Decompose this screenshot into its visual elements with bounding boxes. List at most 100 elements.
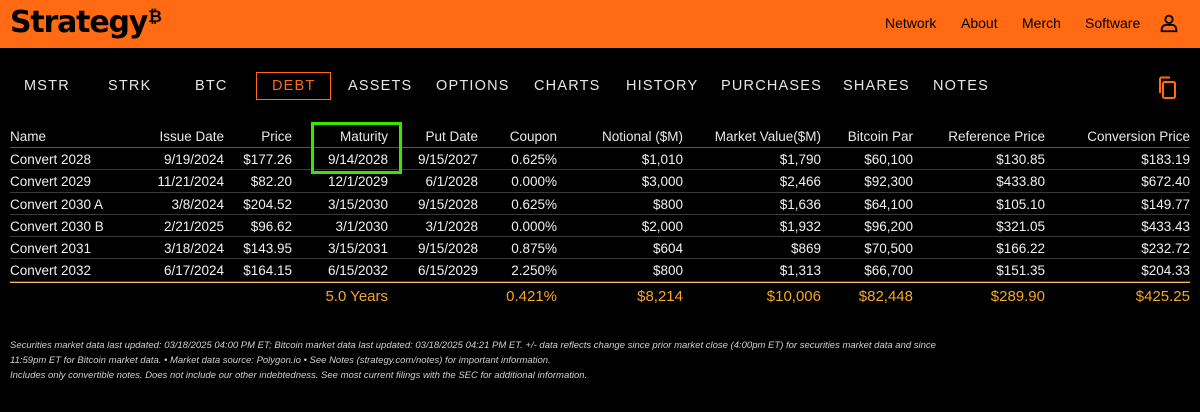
tab-charts[interactable]: CHARTS <box>534 78 601 94</box>
cell-put-date: 9/15/2027 <box>417 152 478 167</box>
user-account-icon[interactable] <box>1158 12 1180 34</box>
cell-bitcoin-par: $64,100 <box>864 196 913 212</box>
tab-strk[interactable]: STRK <box>108 78 152 94</box>
tab-options[interactable]: OPTIONS <box>436 78 510 94</box>
footnotes: Securities market data last updated: 03/… <box>10 338 1110 383</box>
cell-price: $164.15 <box>243 263 292 279</box>
top-bar: Strategy₿ Network About Merch Software <box>0 0 1200 48</box>
cell-notional: $2,000 <box>641 218 683 234</box>
maturity-highlight-box <box>311 122 402 174</box>
tab-mstr[interactable]: MSTR <box>24 78 70 94</box>
tab-history[interactable]: HISTORY <box>626 78 699 94</box>
column-header-price[interactable]: Price <box>261 129 292 144</box>
cell-price: $82.20 <box>250 174 292 190</box>
column-header-maturity[interactable]: Maturity <box>339 129 388 144</box>
footnote-line: Includes only convertible notes. Does no… <box>10 370 588 381</box>
column-header-put-date[interactable]: Put Date <box>425 129 478 144</box>
cell-issue-date: 3/8/2024 <box>171 196 224 212</box>
column-header-reference-price[interactable]: Reference Price <box>948 129 1045 144</box>
tab-shares[interactable]: SHARES <box>843 78 910 94</box>
cell-market-value: $1,790 <box>779 152 821 167</box>
cell-coupon: 0.000% <box>511 218 557 234</box>
cell-put-date: 9/15/2028 <box>417 196 478 212</box>
cell-put-date: 6/1/2028 <box>425 174 478 190</box>
cell-name: Convert 2031 <box>10 241 92 257</box>
cell-notional: $3,000 <box>641 174 683 190</box>
footnote-line: Securities market data last updated: 03/… <box>10 340 936 351</box>
total-market-value: $10,006 <box>766 287 821 305</box>
total-coupon: 0.421% <box>506 287 557 305</box>
cell-notional: $604 <box>652 241 683 257</box>
column-header-bitcoin-par[interactable]: Bitcoin Par <box>847 129 913 144</box>
column-header-notional[interactable]: Notional ($M) <box>601 129 683 144</box>
cell-coupon: 0.000% <box>511 174 557 190</box>
cell-reference-price: $130.85 <box>996 152 1045 167</box>
tab-btc[interactable]: BTC <box>195 78 228 94</box>
cell-reference-price: $105.10 <box>996 196 1045 212</box>
nav-network[interactable]: Network <box>885 15 937 31</box>
cell-issue-date: 3/18/2024 <box>163 241 224 257</box>
cell-price: $143.95 <box>243 241 292 257</box>
column-header-conversion-price[interactable]: Conversion Price <box>1087 129 1190 144</box>
column-header-coupon[interactable]: Coupon <box>509 129 557 144</box>
cell-notional: $800 <box>652 196 683 212</box>
nav-merch[interactable]: Merch <box>1022 15 1061 31</box>
cell-name: Convert 2029 <box>10 174 92 190</box>
table-header-row: Name Issue Date Price Maturity Put Date … <box>10 124 1190 148</box>
cell-reference-price: $166.22 <box>996 241 1045 257</box>
cell-market-value: $1,636 <box>779 196 821 212</box>
section-tabs: MSTR STRK BTC DEBT ASSETS OPTIONS CHARTS… <box>0 72 1200 102</box>
cell-bitcoin-par: $92,300 <box>864 174 913 190</box>
cell-price: $177.26 <box>243 152 292 167</box>
footnote-line: 11:59pm ET for Bitcoin market data. • Ma… <box>10 355 551 366</box>
cell-bitcoin-par: $96,200 <box>864 218 913 234</box>
cell-issue-date: 6/17/2024 <box>163 263 224 279</box>
nav-software[interactable]: Software <box>1085 15 1141 31</box>
cell-conversion-price: $183.19 <box>1141 152 1190 167</box>
strategy-logo[interactable]: Strategy₿ <box>10 5 162 44</box>
total-maturity: 5.0 Years <box>325 287 388 305</box>
table-row: Convert 2030 B 2/21/2025 $96.62 3/1/2030… <box>10 215 1190 238</box>
cell-market-value: $1,932 <box>779 218 821 234</box>
cell-maturity: 12/1/2029 <box>327 174 388 190</box>
cell-conversion-price: $433.43 <box>1141 218 1190 234</box>
cell-put-date: 9/15/2028 <box>417 241 478 257</box>
cell-coupon: 2.250% <box>511 263 557 279</box>
cell-name: Convert 2030 A <box>10 196 104 212</box>
cell-put-date: 6/15/2029 <box>417 263 478 279</box>
tab-notes[interactable]: NOTES <box>933 78 989 94</box>
column-header-name[interactable]: Name <box>10 129 47 144</box>
cell-reference-price: $321.05 <box>996 218 1045 234</box>
cell-price: $96.62 <box>250 218 292 234</box>
cell-reference-price: $151.35 <box>996 263 1045 279</box>
cell-issue-date: 11/21/2024 <box>157 174 224 190</box>
cell-maturity: 9/14/2028 <box>327 152 388 167</box>
total-notional: $8,214 <box>637 287 683 305</box>
logo-text: Strategy <box>10 5 148 40</box>
cell-put-date: 3/1/2028 <box>425 218 478 234</box>
nav-about[interactable]: About <box>961 15 998 31</box>
cell-coupon: 0.625% <box>511 152 557 167</box>
cell-maturity: 6/15/2032 <box>327 263 388 279</box>
cell-market-value: $869 <box>790 241 821 257</box>
cell-name: Convert 2028 <box>10 152 92 167</box>
totals-row: 5.0 Years 0.421% $8,214 $10,006 $82,448 … <box>10 281 1190 308</box>
cell-issue-date: 9/19/2024 <box>163 152 224 167</box>
cell-notional: $1,010 <box>641 152 683 167</box>
cell-notional: $800 <box>652 263 683 279</box>
debt-table: Name Issue Date Price Maturity Put Date … <box>10 124 1190 308</box>
cell-conversion-price: $149.77 <box>1141 196 1190 212</box>
cell-name: Convert 2030 B <box>10 218 104 234</box>
cell-price: $204.52 <box>243 196 292 212</box>
tab-assets[interactable]: ASSETS <box>348 78 413 94</box>
tab-purchases[interactable]: PURCHASES <box>721 78 823 94</box>
cell-bitcoin-par: $66,700 <box>864 263 913 279</box>
copy-icon[interactable] <box>1157 76 1177 100</box>
cell-name: Convert 2032 <box>10 263 92 279</box>
tab-debt[interactable]: DEBT <box>256 72 332 100</box>
column-header-issue-date[interactable]: Issue Date <box>159 129 224 144</box>
bitcoin-symbol: ₿ <box>148 7 162 27</box>
cell-issue-date: 2/21/2025 <box>163 218 224 234</box>
table-row: Convert 2030 A 3/8/2024 $204.52 3/15/203… <box>10 193 1190 215</box>
column-header-market-value[interactable]: Market Value($M) <box>714 129 821 144</box>
